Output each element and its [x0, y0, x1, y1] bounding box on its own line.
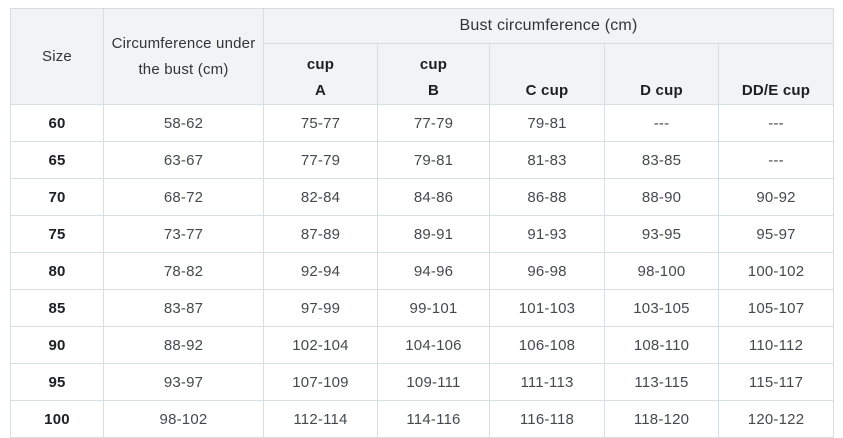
- cup-value: 100-102: [717, 252, 835, 290]
- cup-value: 86-88: [489, 178, 605, 216]
- cup-value: 99-101: [377, 289, 490, 327]
- row-size: 80: [10, 252, 104, 290]
- size-chart-table: Size Circumference under the bust (cm) B…: [10, 8, 835, 438]
- cup-value: 77-79: [377, 104, 490, 142]
- cup-value: 106-108: [489, 326, 605, 364]
- cup-value: 79-81: [377, 141, 490, 179]
- cup-a-header: cup A: [263, 43, 378, 105]
- cup-value: 79-81: [489, 104, 605, 142]
- cup-value: 98-100: [604, 252, 719, 290]
- table-row: 100 98-102 112-114 114-116 116-118 118-1…: [10, 400, 835, 438]
- row-size: 70: [10, 178, 104, 216]
- cup-value: 88-90: [604, 178, 719, 216]
- size-chart-container: Size Circumference under the bust (cm) B…: [10, 8, 835, 438]
- row-size: 100: [10, 400, 104, 438]
- row-under-bust: 73-77: [103, 215, 264, 253]
- table-row: 80 78-82 92-94 94-96 96-98 98-100 100-10…: [10, 252, 835, 290]
- row-size: 60: [10, 104, 104, 142]
- cup-value: 87-89: [263, 215, 378, 253]
- cup-value: 90-92: [717, 178, 835, 216]
- row-under-bust: 98-102: [103, 400, 264, 438]
- cup-value: 75-77: [263, 104, 378, 142]
- cup-value: 94-96: [377, 252, 490, 290]
- cup-value: 104-106: [377, 326, 490, 364]
- cup-c-header: C cup: [489, 43, 605, 105]
- cup-header-line: cup: [419, 56, 448, 73]
- cup-value: 101-103: [489, 289, 605, 327]
- cup-value: 112-114: [263, 400, 378, 438]
- cup-value: 103-105: [604, 289, 719, 327]
- cup-value: 81-83: [489, 141, 605, 179]
- cup-value: 111-113: [489, 363, 605, 401]
- cup-value: 105-107: [717, 289, 835, 327]
- table-row: 75 73-77 87-89 89-91 91-93 93-95 95-97: [10, 215, 835, 253]
- row-under-bust: 93-97: [103, 363, 264, 401]
- header-row-group: Size Circumference under the bust (cm) B…: [10, 8, 835, 105]
- table-row: 90 88-92 102-104 104-106 106-108 108-110…: [10, 326, 835, 364]
- cup-header-line: cup: [306, 56, 335, 73]
- table-row: 85 83-87 97-99 99-101 101-103 103-105 10…: [10, 289, 835, 327]
- cup-value: 102-104: [263, 326, 378, 364]
- cup-value: 95-97: [717, 215, 835, 253]
- bust-circumference-group-header: Bust circumference (cm): [262, 8, 835, 44]
- cup-value: 92-94: [263, 252, 378, 290]
- row-under-bust: 78-82: [103, 252, 264, 290]
- cup-header-line: B: [427, 82, 440, 99]
- cup-value: 93-95: [604, 215, 719, 253]
- row-size: 85: [10, 289, 104, 327]
- cup-value: 115-117: [717, 363, 835, 401]
- row-size: 90: [10, 326, 104, 364]
- cup-d-header: D cup: [604, 43, 719, 105]
- cup-value: 77-79: [263, 141, 378, 179]
- cup-value: 84-86: [377, 178, 490, 216]
- cup-value: 114-116: [377, 400, 490, 438]
- cup-value: 96-98: [489, 252, 605, 290]
- table-row: 95 93-97 107-109 109-111 111-113 113-115…: [10, 363, 835, 401]
- cup-value: 108-110: [604, 326, 719, 364]
- cup-header-line: DD/E cup: [741, 82, 811, 99]
- cup-dde-header: DD/E cup: [717, 43, 835, 105]
- cup-value: 113-115: [604, 363, 719, 401]
- cup-b-header: cup B: [377, 43, 490, 105]
- table-row: 60 58-62 75-77 77-79 79-81 --- ---: [10, 104, 835, 142]
- table-body: 60 58-62 75-77 77-79 79-81 --- --- 65 63…: [10, 104, 835, 438]
- cup-value: 91-93: [489, 215, 605, 253]
- cup-value: 107-109: [263, 363, 378, 401]
- cup-value: 82-84: [263, 178, 378, 216]
- row-size: 65: [10, 141, 104, 179]
- table-row: 70 68-72 82-84 84-86 86-88 88-90 90-92: [10, 178, 835, 216]
- size-column-header: Size: [10, 8, 104, 105]
- cup-value: 110-112: [717, 326, 835, 364]
- cup-value: 120-122: [717, 400, 835, 438]
- table-row: 65 63-67 77-79 79-81 81-83 83-85 ---: [10, 141, 835, 179]
- cup-header-line: D cup: [640, 82, 683, 99]
- header-row-cups: cup A cup B C cup D cup DD/E cup: [11, 43, 835, 105]
- cup-value: 109-111: [377, 363, 490, 401]
- row-under-bust: 83-87: [103, 289, 264, 327]
- cup-value: 116-118: [489, 400, 605, 438]
- cup-value: ---: [717, 141, 835, 179]
- cup-value: 89-91: [377, 215, 490, 253]
- row-size: 75: [10, 215, 104, 253]
- row-under-bust: 88-92: [103, 326, 264, 364]
- cup-value: ---: [604, 104, 719, 142]
- cup-value: 97-99: [263, 289, 378, 327]
- table-header: Size Circumference under the bust (cm) B…: [10, 8, 835, 105]
- row-under-bust: 58-62: [103, 104, 264, 142]
- cup-value: ---: [717, 104, 835, 142]
- cup-header-line: C cup: [525, 82, 569, 99]
- under-bust-column-header: Circumference under the bust (cm): [103, 8, 264, 105]
- row-size: 95: [10, 363, 104, 401]
- cup-value: 83-85: [604, 141, 719, 179]
- cup-value: 118-120: [604, 400, 719, 438]
- row-under-bust: 68-72: [103, 178, 264, 216]
- cup-header-line: A: [314, 82, 327, 99]
- row-under-bust: 63-67: [103, 141, 264, 179]
